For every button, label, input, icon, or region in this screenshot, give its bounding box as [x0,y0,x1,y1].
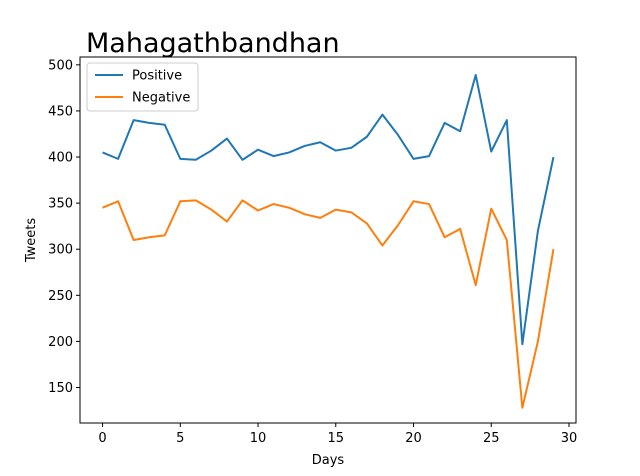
plot-frame [79,56,577,424]
legend-label: Negative [132,91,190,106]
y-tick-label: 150 [48,381,73,396]
x-tick-label: 20 [405,431,422,446]
x-tick-label: 25 [483,431,500,446]
y-tick-label: 200 [48,335,73,350]
y-tick-label: 450 [48,104,73,119]
y-tick-label: 350 [48,197,73,212]
x-tick-label: 5 [176,431,184,446]
x-tick-label: 10 [250,431,267,446]
x-axis: 0 5 10 15 20 25 30 [98,423,577,446]
y-tick-label: 300 [48,243,73,258]
legend: Positive Negative [86,62,199,112]
x-axis-label: Days [312,453,345,468]
series-line-negative [102,199,555,409]
legend-label: Positive [132,69,182,84]
series-line-positive [102,73,555,346]
y-axis: 150 200 250 300 350 400 450 500 [48,58,80,396]
y-axis-label: Tweets [24,218,39,264]
x-tick-label: 30 [561,431,578,446]
y-tick-label: 400 [48,151,73,166]
y-tick-label: 500 [48,58,73,73]
y-tick-label: 250 [48,289,73,304]
x-tick-label: 0 [98,431,106,446]
series-layer [102,73,555,409]
chart-title: Mahagathbandhan [86,28,340,59]
x-tick-label: 15 [328,431,345,446]
